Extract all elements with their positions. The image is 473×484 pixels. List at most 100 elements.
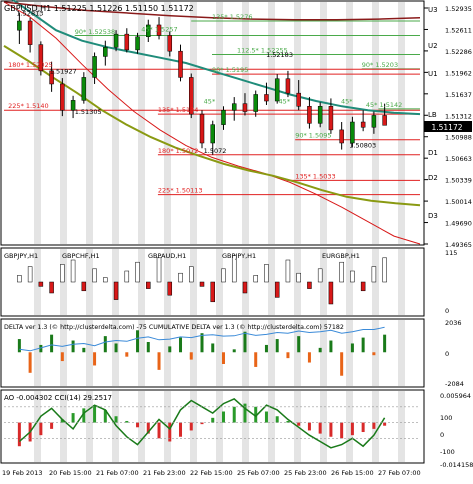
delta-axis-tick: -2084 bbox=[445, 380, 464, 388]
session-shade bbox=[294, 2, 301, 244]
ao-bar bbox=[275, 416, 279, 423]
ao-bar bbox=[361, 422, 365, 433]
delta-bar bbox=[179, 337, 183, 353]
delta-bar bbox=[168, 346, 172, 353]
session-shade bbox=[190, 2, 197, 244]
pair-bar bbox=[178, 272, 183, 283]
oscillator-axis-tick: 100 bbox=[440, 414, 452, 422]
candle-body bbox=[221, 109, 226, 125]
candle-body bbox=[285, 78, 291, 94]
session-shade bbox=[294, 320, 301, 386]
price-annotation: 135* 1.5276 bbox=[212, 13, 252, 21]
delta-bar bbox=[103, 336, 107, 353]
session-shade bbox=[346, 320, 353, 386]
price-axis-tick: 1.51312 bbox=[445, 112, 472, 120]
pair-bar bbox=[17, 275, 22, 283]
delta-bar bbox=[60, 352, 64, 362]
pair-bar bbox=[360, 281, 366, 292]
delta-bar bbox=[307, 352, 311, 363]
pair-bar bbox=[296, 272, 301, 283]
pair-bar bbox=[307, 281, 312, 289]
candle-body bbox=[242, 103, 248, 112]
ao-bar bbox=[200, 422, 204, 425]
pair-bar bbox=[113, 281, 119, 300]
pair-bar bbox=[167, 281, 173, 296]
candle-body bbox=[178, 50, 183, 78]
level-label: LB bbox=[428, 111, 437, 119]
delta-bar bbox=[39, 344, 43, 353]
candle-body bbox=[328, 106, 334, 131]
session-shade bbox=[34, 320, 41, 386]
pair-bar bbox=[210, 281, 215, 303]
session-shade bbox=[320, 391, 327, 462]
pair-series-label: EURGBP,H1 bbox=[322, 252, 360, 260]
ao-bar bbox=[82, 408, 86, 423]
session-shade bbox=[164, 249, 171, 315]
price-annotation: 1.51305 bbox=[75, 108, 102, 116]
pair-bar bbox=[350, 270, 355, 283]
session-shade bbox=[268, 391, 275, 462]
pair-bar bbox=[135, 261, 140, 283]
delta-bar bbox=[82, 347, 86, 353]
delta-bar bbox=[136, 330, 140, 353]
candle-body bbox=[17, 20, 22, 31]
ao-bar bbox=[146, 422, 150, 434]
pair-bar bbox=[264, 264, 269, 283]
price-annotation: 45* bbox=[279, 98, 291, 106]
candle-body bbox=[135, 36, 140, 51]
delta-bar bbox=[211, 343, 215, 353]
session-shade bbox=[242, 2, 249, 244]
price-annotation: 90* 1.52538 bbox=[75, 28, 115, 36]
pair-bar bbox=[382, 257, 387, 283]
session-shade bbox=[398, 391, 405, 462]
candle-body bbox=[60, 83, 65, 111]
pair-bar bbox=[339, 261, 344, 283]
session-shade bbox=[372, 391, 379, 462]
candle-body bbox=[113, 33, 119, 48]
delta-panel-frame bbox=[0, 318, 425, 388]
price-axis-tick: 1.50014 bbox=[445, 198, 472, 206]
ao-bar bbox=[243, 403, 247, 423]
session-shade bbox=[216, 391, 223, 462]
ao-bar bbox=[103, 409, 107, 423]
price-annotation: 45* bbox=[341, 98, 353, 106]
time-axis-tick: 26 Feb 15:00 bbox=[331, 469, 374, 477]
pair-bar bbox=[60, 264, 65, 283]
ao-bar bbox=[340, 422, 344, 439]
candle-body bbox=[350, 121, 355, 144]
delta-bar bbox=[340, 352, 344, 376]
price-annotation: 45* 1.5142 bbox=[366, 101, 402, 109]
ao-bar bbox=[71, 413, 75, 423]
candle-body bbox=[70, 100, 76, 111]
level-label: D1 bbox=[428, 149, 438, 157]
candle-body bbox=[210, 124, 215, 144]
pair-bar bbox=[49, 281, 54, 294]
price-annotation: 1.50803 bbox=[349, 142, 376, 150]
pair-bar bbox=[27, 266, 33, 283]
session-shade bbox=[86, 391, 93, 462]
candle-body bbox=[124, 33, 130, 51]
price-annotation: 90* 1.5195 bbox=[212, 66, 248, 74]
candle-body bbox=[199, 113, 205, 144]
time-axis-tick: 25 Feb 23:00 bbox=[284, 469, 327, 477]
ao-bar bbox=[307, 422, 311, 431]
ao-bar bbox=[221, 411, 225, 423]
candle-body bbox=[231, 103, 237, 111]
delta-bar bbox=[157, 352, 161, 370]
current-price-label: 1.51172 bbox=[431, 123, 462, 132]
ao-bar bbox=[125, 420, 129, 423]
candle-body bbox=[264, 94, 269, 102]
candle-body bbox=[339, 129, 344, 144]
pair-bar bbox=[317, 268, 323, 283]
session-shade bbox=[138, 249, 145, 315]
ao-bar bbox=[50, 422, 54, 429]
pair-series-label: GBPJPY,H1 bbox=[4, 252, 38, 260]
session-shade bbox=[34, 2, 41, 244]
candle-body bbox=[38, 44, 44, 72]
delta-bar bbox=[361, 337, 365, 353]
session-shade bbox=[320, 320, 327, 386]
pair-bar bbox=[242, 281, 248, 294]
pair-bar bbox=[328, 281, 334, 305]
delta-bar bbox=[286, 352, 290, 359]
delta-bar bbox=[71, 340, 75, 353]
